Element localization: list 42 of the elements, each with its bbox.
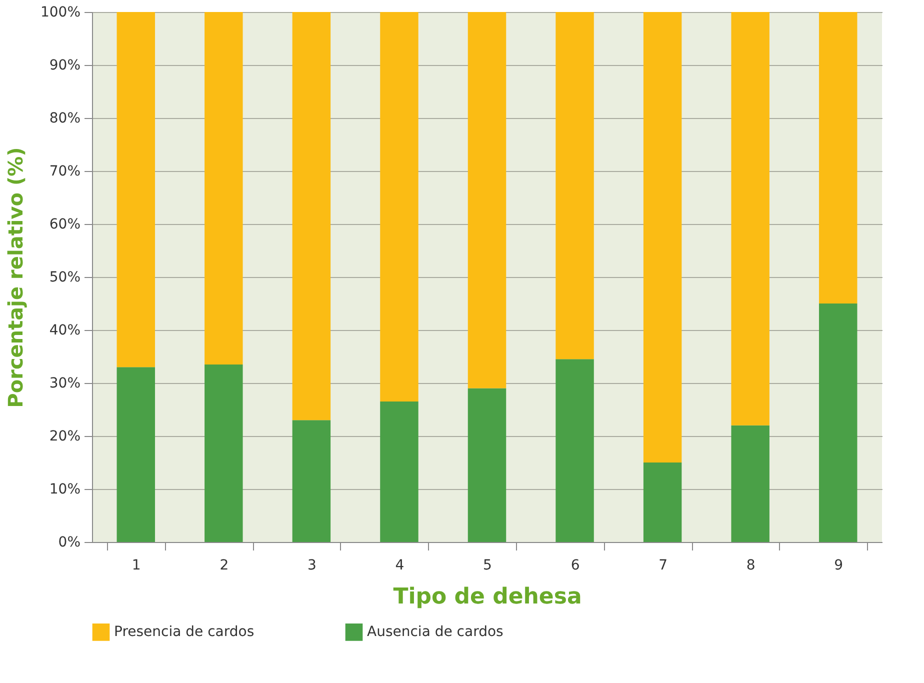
bar (731, 425, 770, 542)
bar (116, 367, 156, 542)
bar (292, 12, 331, 420)
y-tick-label: 60% (49, 216, 80, 232)
y-tick-label: 30% (49, 376, 80, 392)
x-axis-title: Tipo de dehesa (393, 584, 582, 610)
bar (204, 12, 243, 364)
bar (556, 12, 594, 360)
bar (380, 12, 418, 402)
y-tick-label: 40% (49, 322, 80, 338)
x-tick-label: 6 (570, 558, 580, 574)
bar (556, 359, 594, 542)
y-tick-label: 70% (49, 164, 80, 180)
y-tick-label: 80% (49, 110, 80, 126)
x-tick-label: 3 (307, 558, 316, 574)
y-axis-title: Porcentaje relativo (%) (3, 147, 28, 408)
bar (643, 12, 682, 462)
bar (643, 462, 682, 542)
x-tick-label: 8 (746, 558, 756, 574)
bar (380, 402, 418, 542)
bar (731, 12, 770, 426)
y-tick-label: 100% (40, 4, 80, 20)
x-tick-label: 1 (132, 558, 141, 574)
bar (468, 12, 506, 388)
y-tick-label: 90% (49, 58, 80, 74)
bar (818, 304, 858, 542)
y-tick-label: 20% (49, 428, 80, 444)
y-tick-label: 0% (58, 534, 80, 550)
y-tick-label: 50% (49, 270, 80, 286)
x-tick-label: 2 (220, 558, 229, 574)
x-tick-label: 5 (483, 558, 492, 574)
bar (204, 364, 243, 542)
y-tick-label: 10% (49, 482, 80, 498)
bar (468, 388, 506, 542)
bar (818, 12, 858, 304)
legend-label: Presencia de cardos (114, 624, 254, 640)
legend-label: Ausencia de cardos (367, 624, 504, 640)
bar (292, 420, 331, 542)
bar (116, 12, 156, 368)
x-tick-label: 7 (658, 558, 668, 574)
x-tick-label: 4 (395, 558, 404, 574)
x-tick-label: 9 (834, 558, 844, 574)
